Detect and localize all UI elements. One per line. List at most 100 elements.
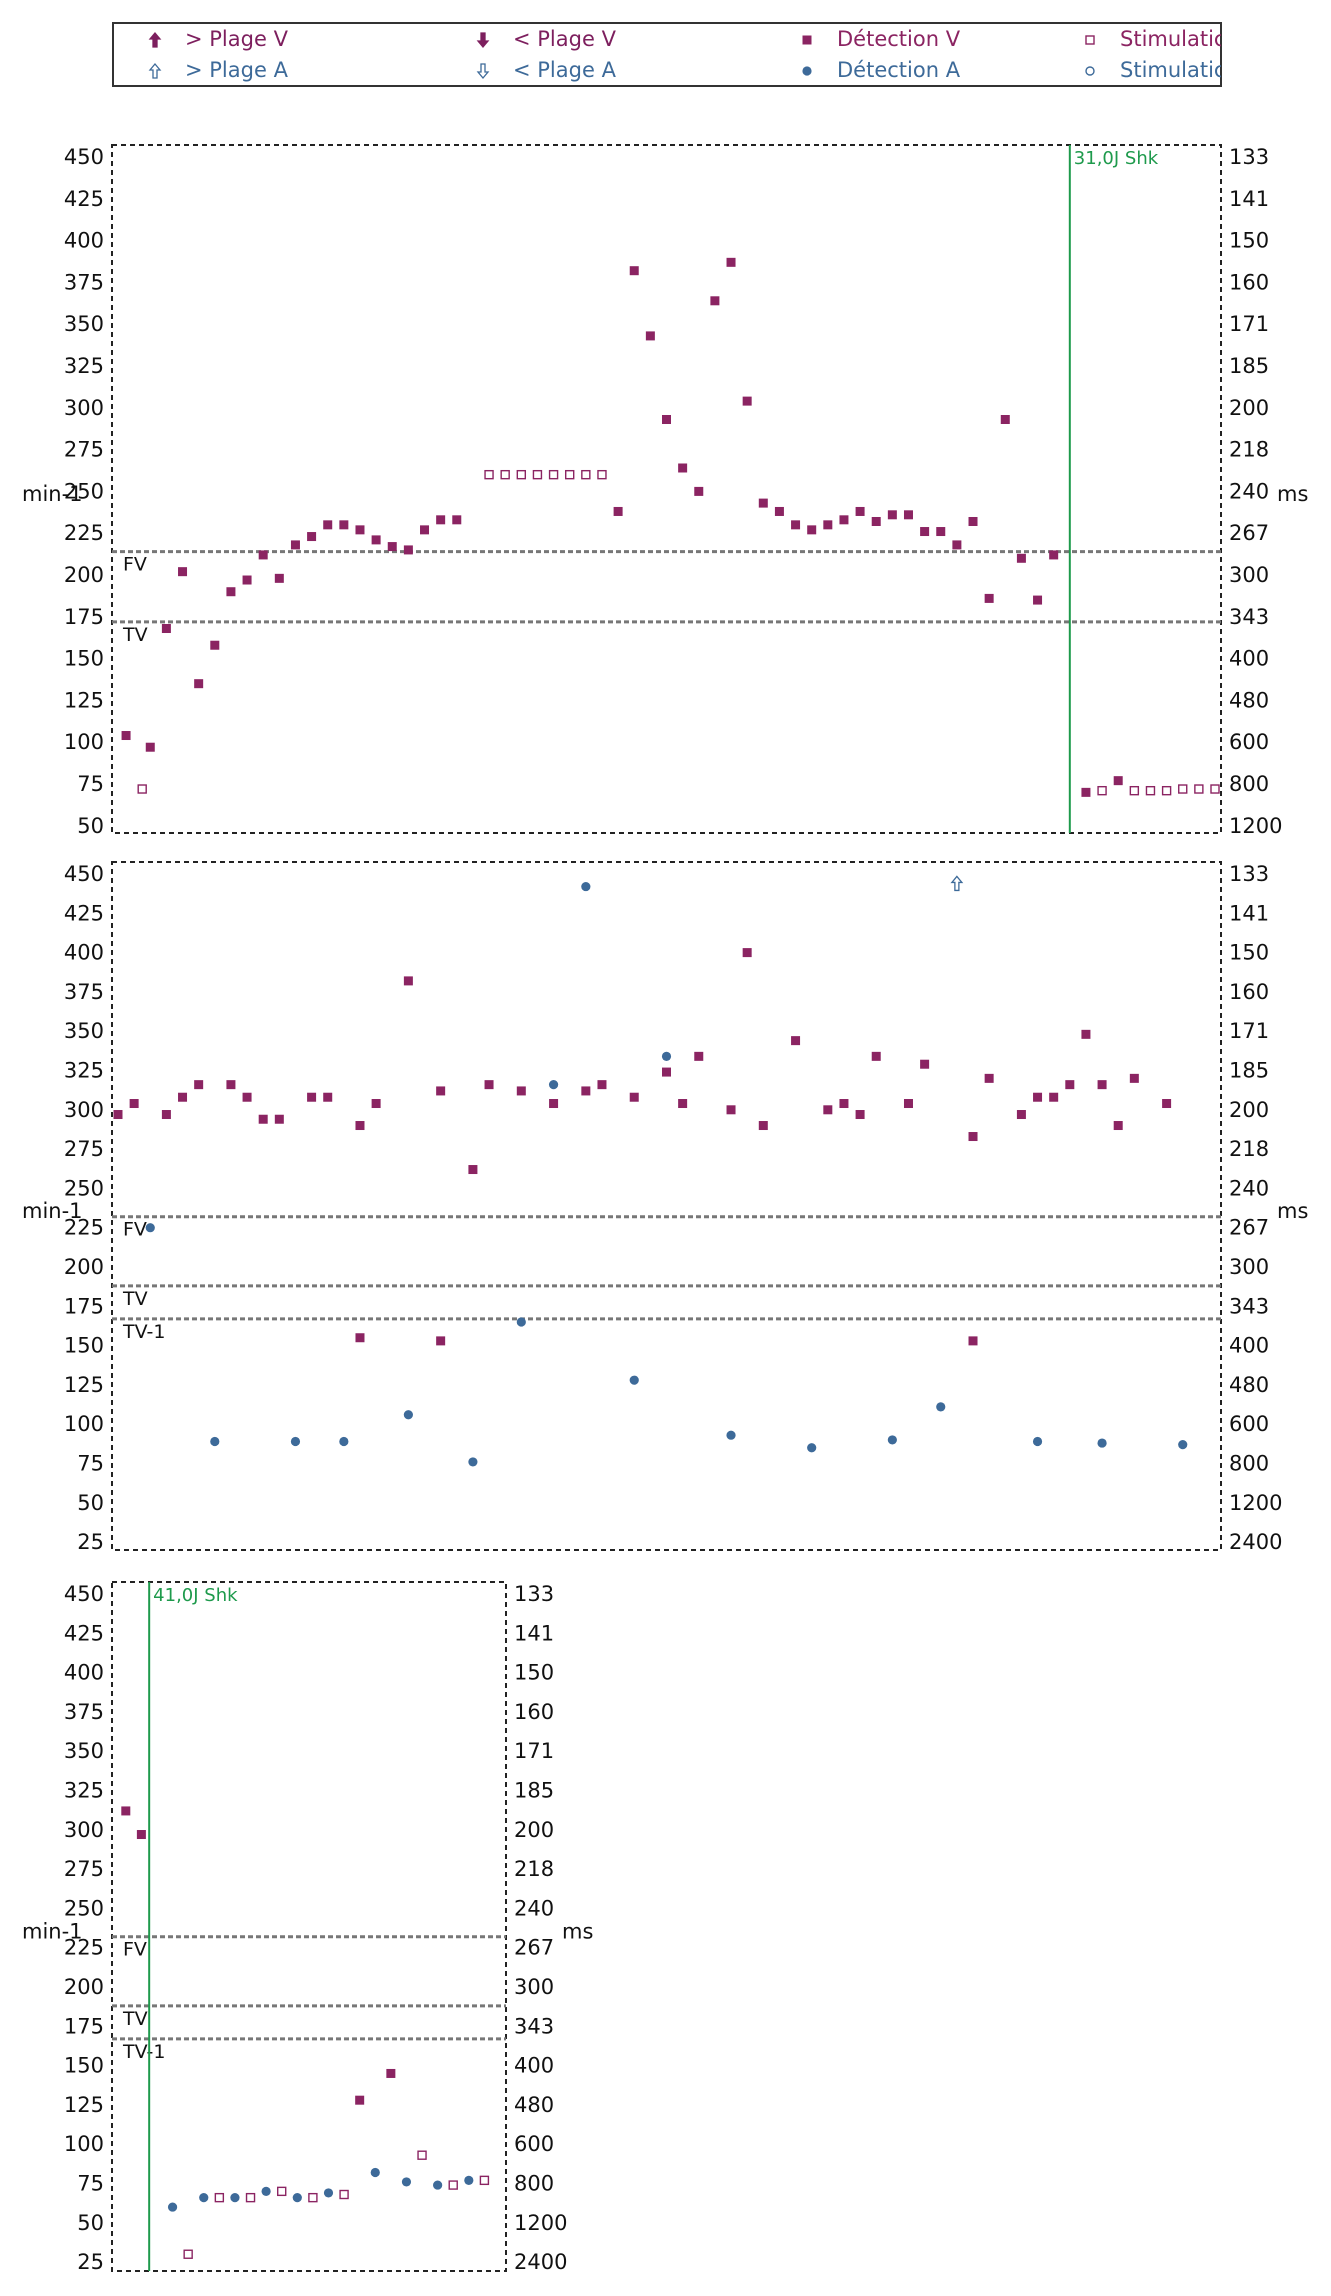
point-detection_a [433, 2180, 443, 2190]
point-detection_v [549, 1099, 559, 1109]
point-detection_a [199, 2193, 209, 2203]
point-detection_a [261, 2186, 271, 2196]
point-detection_v [210, 640, 220, 650]
point-detection_v [823, 1105, 833, 1115]
point-detection_v [1033, 1092, 1043, 1102]
point-detection_v [791, 1036, 801, 1046]
series-detection_v [121, 1806, 396, 2105]
zone-label: TV [122, 2008, 148, 2030]
y-tick-right: 400 [1229, 1334, 1269, 1358]
series-detection_a [167, 2167, 474, 2212]
point-detection_a [1032, 1436, 1043, 1447]
point-stim_v [581, 469, 591, 480]
point-detection_a [230, 2193, 240, 2203]
legend-label-stim_a: Stimulatic [1120, 58, 1225, 82]
chart-panel-2: 450 425 400 375 350 325 300 275 250 225 200 175 150 1… [22, 861, 1308, 1554]
y-tick-right: 267 [1229, 521, 1269, 545]
point-stim_v [500, 469, 510, 480]
point-stim_v [308, 2192, 318, 2203]
y-tick-left: 50 [77, 814, 104, 838]
point-detection_v [129, 1099, 139, 1109]
y-tick-left: 425 [64, 1621, 104, 1645]
y-tick-left: 150 [64, 647, 104, 671]
point-detection_v [629, 1092, 639, 1102]
y-tick-right: 300 [1229, 1255, 1269, 1279]
y-tick-left: 175 [64, 605, 104, 629]
y-tick-right: 480 [1229, 688, 1269, 712]
point-detection_v [807, 525, 817, 535]
point-detection_v [678, 463, 688, 473]
y-tick-left: 275 [64, 1137, 104, 1161]
y-tick-right: 133 [1229, 862, 1269, 886]
point-detection_v [136, 1830, 146, 1840]
y-tick-left: 350 [64, 1019, 104, 1043]
y-tick-left: 225 [64, 521, 104, 545]
point-detection_v [1162, 1099, 1172, 1109]
point-detection_v [1049, 1092, 1059, 1102]
y-tick-left: 150 [64, 2054, 104, 2078]
point-detection_v [386, 2068, 396, 2078]
y-tick-right: 200 [514, 1818, 554, 1842]
y-tick-right: 400 [1229, 647, 1269, 671]
point-detection_v [274, 1114, 284, 1124]
y-tick-left: 300 [64, 396, 104, 420]
y-tick-left: 100 [64, 2132, 104, 2156]
point-detection_v [194, 1080, 204, 1090]
point-detection_v [629, 266, 639, 276]
y-tick-left: 175 [64, 2014, 104, 2038]
y-tick-left: 75 [77, 2172, 104, 2196]
point-detection_v [823, 520, 833, 530]
y-tick-right: 185 [1229, 354, 1269, 378]
arrow-down-hollow-icon [476, 63, 490, 80]
point-detection_a [401, 2177, 412, 2187]
point-detection_a [403, 1410, 413, 1420]
series-detection_v [121, 257, 1123, 797]
point-detection_a [323, 2188, 334, 2198]
y-tick-right: 1200 [514, 2211, 567, 2235]
point-detection_v [581, 1086, 591, 1096]
point-detection_v [1097, 1080, 1107, 1090]
point-detection_v [258, 1114, 268, 1124]
zone-label: FV [123, 1219, 147, 1241]
y-tick-left: 275 [64, 1857, 104, 1881]
y-tick-right: 600 [1229, 1412, 1269, 1436]
point-detection_a [936, 1402, 946, 1412]
y-tick-right: 200 [1229, 1098, 1269, 1122]
point-detection_v [452, 515, 462, 525]
point-detection_v [694, 486, 704, 496]
filled-square-icon [802, 35, 812, 45]
y-tick-left: 275 [64, 438, 104, 462]
point-detection_a [516, 1317, 526, 1327]
point-detection_v [307, 1092, 317, 1102]
y-tick-left: 225 [64, 1216, 104, 1240]
point-detection_v [1016, 1110, 1026, 1120]
y-tick-right: 160 [514, 1700, 554, 1724]
point-detection_v [420, 525, 430, 535]
point-stim_v [532, 469, 543, 480]
y-tick-left: 25 [77, 2250, 104, 2274]
series-plage_a_up [950, 875, 964, 892]
point-detection_v [662, 1067, 671, 1077]
point-detection_v [484, 1080, 494, 1090]
y-tick-right: 600 [514, 2132, 554, 2156]
point-detection_v [516, 1086, 526, 1096]
chart-panel-1: 450 425 400 375 350 325 300 275 250 225 200 175 150 1… [22, 144, 1308, 838]
y-tick-right: 133 [514, 1582, 554, 1606]
point-detection_a [548, 1080, 559, 1090]
point-detection_v [145, 742, 155, 752]
point-detection_v [226, 587, 236, 597]
series-stim_v [183, 2150, 490, 2259]
point-detection_v [307, 532, 317, 542]
point-detection_v [436, 515, 446, 525]
point-stim_v [479, 2175, 490, 2186]
point-detection_a [1097, 1438, 1107, 1448]
y-tick-left: 450 [64, 862, 104, 886]
zone-label: FV [123, 1939, 147, 1961]
y-tick-right: 218 [514, 1857, 554, 1881]
point-detection_v [742, 396, 752, 406]
legend-label-plage_a_down: < Plage A [513, 58, 617, 82]
y-tick-right: 218 [1229, 1137, 1269, 1161]
y-tick-right: 218 [1229, 438, 1269, 462]
point-detection_v [613, 506, 623, 516]
y-tick-right: 171 [1229, 312, 1269, 336]
